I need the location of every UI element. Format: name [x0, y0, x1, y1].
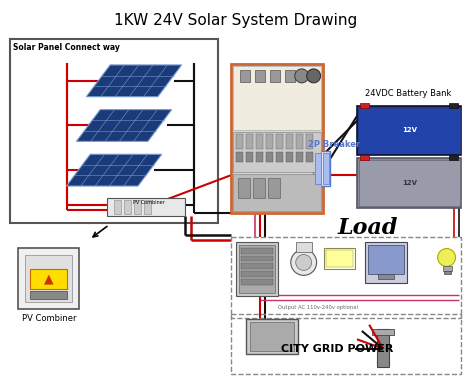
Bar [324, 247, 356, 269]
Bar [326, 250, 353, 268]
Bar [256, 135, 263, 149]
Text: Load: Load [337, 217, 397, 239]
Bar [240, 70, 250, 82]
Bar [233, 174, 320, 211]
Bar [357, 106, 462, 155]
Bar [270, 70, 280, 82]
Bar [233, 133, 320, 172]
Polygon shape [76, 109, 172, 141]
Bar [25, 255, 73, 302]
Bar [10, 39, 219, 223]
Bar [233, 66, 320, 130]
Bar [255, 70, 265, 82]
Bar [266, 135, 273, 149]
Bar [285, 70, 295, 82]
Text: Output AC 110v-240v optional: Output AC 110v-240v optional [278, 305, 357, 310]
Text: PV Combiner: PV Combiner [133, 200, 165, 205]
Bar [246, 152, 253, 162]
Bar [286, 135, 293, 149]
Bar [322, 153, 328, 184]
Bar [360, 155, 369, 160]
Polygon shape [66, 154, 162, 186]
Circle shape [296, 255, 311, 271]
Bar [368, 245, 404, 274]
Bar [134, 200, 141, 214]
Bar [360, 103, 369, 108]
Text: CITY GRID POWER: CITY GRID POWER [281, 344, 393, 354]
Polygon shape [86, 65, 182, 97]
Bar [313, 151, 330, 186]
Bar [306, 152, 313, 162]
Bar [18, 247, 80, 309]
Text: ▲: ▲ [44, 273, 54, 286]
Bar [253, 178, 265, 198]
Text: 2P Breaker: 2P Breaker [308, 140, 360, 149]
Bar [241, 255, 273, 261]
Bar [266, 152, 273, 162]
Text: 12V: 12V [402, 127, 418, 133]
Bar [30, 269, 67, 289]
Circle shape [295, 69, 309, 83]
Bar [448, 155, 457, 160]
Bar [256, 152, 263, 162]
Bar [246, 319, 298, 354]
Text: PV Combiner: PV Combiner [22, 314, 77, 323]
Bar [365, 242, 407, 283]
Bar [359, 160, 459, 206]
Circle shape [438, 249, 456, 266]
Bar [124, 200, 131, 214]
Bar [236, 135, 243, 149]
Bar [372, 329, 394, 335]
Bar [231, 314, 462, 374]
Bar [315, 153, 320, 184]
Bar [250, 322, 294, 351]
Bar [296, 152, 303, 162]
Bar [246, 135, 253, 149]
Bar [286, 152, 293, 162]
Bar [448, 103, 457, 108]
Bar [296, 135, 303, 149]
Bar [231, 237, 462, 318]
Circle shape [307, 69, 320, 83]
Bar [241, 271, 273, 277]
Bar [239, 245, 275, 293]
Bar [357, 158, 462, 208]
Bar [241, 279, 273, 285]
Text: 24VDC Battery Bank: 24VDC Battery Bank [365, 89, 452, 98]
Circle shape [291, 250, 317, 276]
Bar [236, 152, 243, 162]
Bar [241, 247, 273, 253]
Bar [276, 152, 283, 162]
Bar [144, 200, 151, 214]
Bar [114, 200, 121, 214]
Bar [444, 271, 451, 274]
Bar [377, 329, 389, 367]
Bar [443, 266, 452, 271]
Text: 1KW 24V Solar System Drawing: 1KW 24V Solar System Drawing [114, 13, 357, 28]
Bar [231, 64, 322, 213]
Bar [107, 198, 184, 216]
Bar [296, 242, 311, 252]
Bar [378, 274, 394, 279]
Bar [236, 242, 278, 296]
Bar [359, 108, 459, 153]
Bar [238, 178, 250, 198]
Bar [306, 135, 313, 149]
Bar [241, 263, 273, 269]
Text: 12V: 12V [402, 180, 418, 186]
Bar [30, 291, 67, 299]
Bar [276, 135, 283, 149]
Bar [268, 178, 280, 198]
Text: Solar Panel Connect way: Solar Panel Connect way [13, 43, 120, 52]
